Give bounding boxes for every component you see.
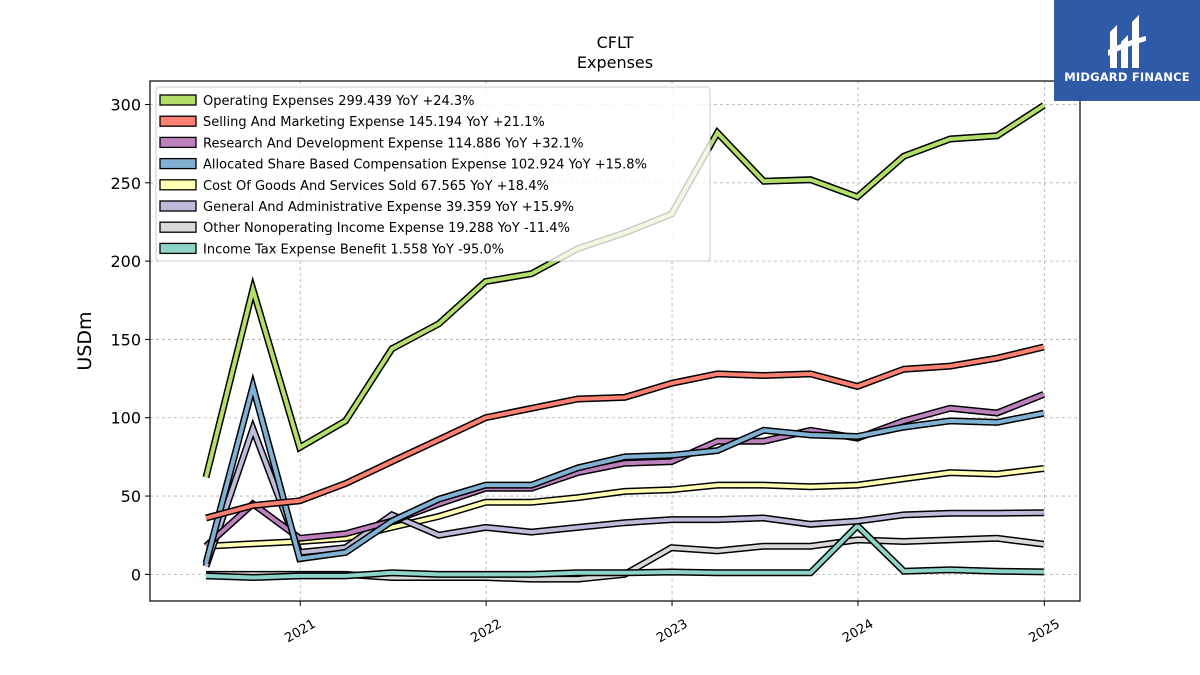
series-line <box>203 391 1046 549</box>
logo-text: MIDGARD FINANCE <box>1064 70 1190 84</box>
series-line <box>202 372 1045 565</box>
x-tick-label: 2023 <box>654 617 690 647</box>
x-tick-label: 2021 <box>282 617 318 647</box>
chart-subtitle: Expenses <box>577 53 653 72</box>
series-lines <box>202 102 1046 583</box>
y-tick-label: 200 <box>110 252 141 271</box>
x-tick-label: 2022 <box>468 617 504 647</box>
legend-swatch <box>159 115 197 127</box>
y-tick-label: 150 <box>110 330 141 349</box>
legend: Operating Expenses 299.439 YoY +24.3% Sel… <box>155 86 711 262</box>
y-tick-label: 100 <box>110 409 141 428</box>
x-tick-label: 2025 <box>1027 617 1063 647</box>
y-tick-label: 300 <box>110 95 141 114</box>
legend-label: Cost Of Goods And Services Sold 67.565 Y… <box>203 179 549 194</box>
legend-swatch <box>159 242 197 255</box>
legend-label: Research And Development Expense 114.886… <box>203 136 584 151</box>
legend-label: Selling And Marketing Expense 145.194 Yo… <box>203 115 545 130</box>
series-line <box>202 418 1044 568</box>
series-line <box>205 343 1045 522</box>
legend-swatch <box>159 136 197 149</box>
y-axis-label: USDm <box>74 311 96 370</box>
series-line <box>205 520 1044 582</box>
y-tick-label: 50 <box>121 487 141 506</box>
legend-label: Operating Expenses 299.439 YoY +24.3% <box>203 94 475 109</box>
legend-label: General And Administrative Expense 39.35… <box>203 200 574 215</box>
chart-title: CFLT <box>597 33 634 52</box>
legend-label: Other Nonoperating Income Expense 19.288… <box>203 221 570 236</box>
midgard-finance-logo: MIDGARD FINANCE <box>1054 0 1200 101</box>
legend-swatch <box>159 157 197 170</box>
legend-label: Allocated Share Based Compensation Expen… <box>203 158 647 173</box>
legend-swatch <box>159 221 197 233</box>
legend-label: Income Tax Expense Benefit 1.558 YoY -95… <box>203 242 504 257</box>
series-line <box>205 465 1045 550</box>
y-tick-label: 250 <box>110 174 141 193</box>
legend-swatch <box>159 179 197 191</box>
y-tick-label: 0 <box>131 565 141 584</box>
logo-mark-icon <box>1108 15 1146 68</box>
legend-swatch <box>159 200 197 212</box>
plot-frame <box>149 80 1081 602</box>
x-tick-label: 2024 <box>840 617 876 647</box>
legend-box <box>155 86 711 262</box>
series-line-outline <box>202 418 1044 568</box>
legend-swatch <box>159 94 197 106</box>
